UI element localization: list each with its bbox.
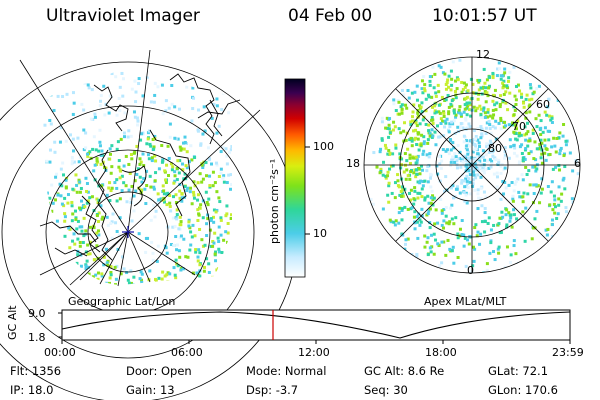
status-door: Door: Open bbox=[126, 364, 192, 378]
status-mode: Mode: Normal bbox=[246, 364, 327, 378]
magnetic-grid bbox=[363, 56, 581, 274]
colorbar-gradient bbox=[284, 78, 306, 278]
coastlines bbox=[39, 73, 241, 261]
altitude-ytick-1_8: 1.8 bbox=[28, 331, 46, 344]
date-label: 04 Feb 00 bbox=[288, 6, 373, 26]
mlat-label-70: 70 bbox=[512, 120, 526, 133]
mlat-label-80: 80 bbox=[488, 142, 502, 155]
altitude-plot bbox=[58, 309, 571, 344]
magnetic-emission-pixels bbox=[369, 58, 580, 273]
mlt-label-6: 6 bbox=[574, 157, 581, 170]
status-flight: Flt: 1356 bbox=[10, 364, 62, 378]
colorbar-unit-label: photon cm⁻²s⁻¹ bbox=[268, 158, 281, 244]
status-dsp: Dsp: -3.7 bbox=[246, 383, 299, 397]
time-label: 10:01:57 UT bbox=[432, 6, 537, 26]
mlat-label-60: 60 bbox=[536, 98, 550, 111]
mlt-label-12: 12 bbox=[476, 48, 490, 61]
altitude-xtick-0000: 00:00 bbox=[44, 346, 76, 359]
altitude-ytick-9: 9.0 bbox=[28, 307, 46, 320]
altitude-xtick-0600: 06:00 bbox=[171, 346, 203, 359]
satellite-track bbox=[79, 231, 151, 287]
colorbar-tick-label-100: 100 bbox=[313, 140, 334, 153]
altitude-xtick-1200: 12:00 bbox=[298, 346, 330, 359]
altitude-plot-frame bbox=[61, 309, 571, 341]
altitude-ticks bbox=[58, 312, 571, 344]
mlt-label-0: 0 bbox=[467, 264, 474, 277]
geographic-panel-caption: Geographic Lat/Lon bbox=[68, 295, 176, 308]
status-gc-alt: GC Alt: 8.6 Re bbox=[364, 364, 445, 378]
magnetic-panel-caption: Apex MLat/MLT bbox=[424, 295, 507, 308]
altitude-ylabel: GC Alt bbox=[6, 305, 19, 340]
magnetic-polar-panel bbox=[363, 56, 581, 274]
altitude-curve bbox=[61, 311, 571, 339]
colorbar-tick-label-10: 10 bbox=[313, 227, 327, 240]
mlt-label-18: 18 bbox=[346, 157, 360, 170]
status-gain: Gain: 13 bbox=[126, 383, 175, 397]
status-ip: IP: 18.0 bbox=[10, 383, 54, 397]
status-glon: GLon: 170.6 bbox=[488, 383, 558, 397]
status-seq: Seq: 30 bbox=[364, 383, 408, 397]
status-glat: GLat: 72.1 bbox=[488, 364, 549, 378]
instrument-title: Ultraviolet Imager bbox=[46, 6, 200, 26]
altitude-xtick-2359: 23:59 bbox=[552, 346, 584, 359]
altitude-xtick-1800: 18:00 bbox=[425, 346, 457, 359]
colorbar bbox=[284, 78, 310, 278]
sub-satellite-marker bbox=[122, 226, 134, 238]
